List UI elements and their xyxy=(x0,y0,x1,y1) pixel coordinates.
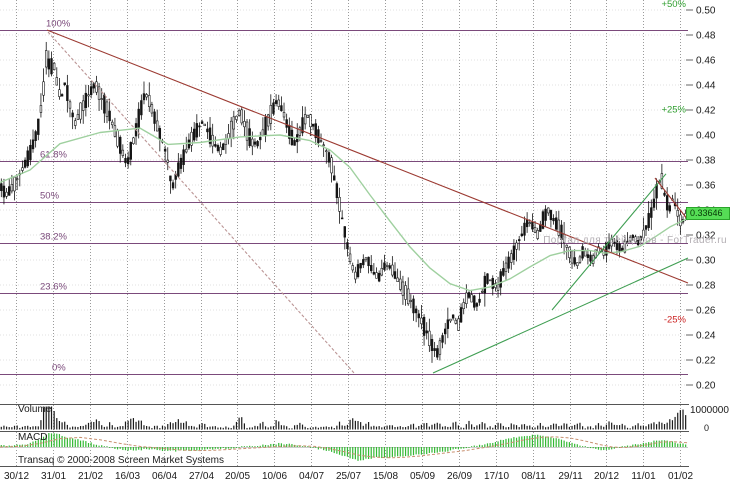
percent-label: +50% xyxy=(661,0,686,10)
fib-level-label: 61.8% xyxy=(40,150,67,161)
fib-level-label: 23.6% xyxy=(40,282,67,293)
trendlines xyxy=(46,29,689,375)
volume-axis-max: 1000000 xyxy=(690,405,729,416)
price-tick-label: 0.26 xyxy=(696,306,716,317)
secondary-downtrend xyxy=(47,31,356,375)
date-tick-label: 10/06 xyxy=(262,471,287,482)
date-tick-label: 06/04 xyxy=(152,471,177,482)
date-tick-label: 01/02 xyxy=(668,471,693,482)
fib-level-label: 38.2% xyxy=(40,232,67,243)
panel-separators xyxy=(0,404,689,467)
date-tick-label: 25/07 xyxy=(336,471,361,482)
price-axis: 0.500.480.460.440.420.400.380.360.340.32… xyxy=(686,6,716,392)
copyright-text: Transaq © 2000-2008 Screen Market System… xyxy=(18,455,224,466)
price-tick-label: 0.48 xyxy=(696,31,716,42)
fib-level-label: 0% xyxy=(52,363,66,374)
date-tick-label: 16/03 xyxy=(115,471,140,482)
date-tick-label: 29/11 xyxy=(558,471,583,482)
date-tick-label: 27/04 xyxy=(189,471,214,482)
volume-bars xyxy=(0,406,687,430)
price-tick-label: 0.50 xyxy=(696,6,716,17)
volume-axis-min: 0 xyxy=(704,423,709,433)
macd-histogram xyxy=(0,433,688,461)
price-tick-label: 0.22 xyxy=(696,356,716,367)
fib-level-label: 50% xyxy=(40,191,60,202)
date-tick-label: 08/11 xyxy=(521,471,546,482)
date-axis-labels: 30/12 31/01 21/02 16/03 06/04 27/04 20/05 10/06… xyxy=(4,471,693,482)
date-tick-label: 04/07 xyxy=(299,471,324,482)
moving-average-line xyxy=(0,127,689,292)
date-tick-label: 31/01 xyxy=(41,471,66,482)
percent-scale-labels: +50% +25% -25% xyxy=(661,0,686,326)
price-tick-label: 0.30 xyxy=(696,256,716,267)
price-gridlines xyxy=(0,9,688,386)
date-tick-label: 20/12 xyxy=(594,471,619,482)
price-tick-label: 0.42 xyxy=(696,106,716,117)
price-tick-label: 0.32 xyxy=(696,231,716,242)
last-price-tag: 0.33646 xyxy=(686,207,730,220)
price-tick-label: 0.46 xyxy=(696,56,716,67)
date-tick-label: 05/09 xyxy=(410,471,435,482)
uptrend-support xyxy=(432,257,689,374)
fib-level-label: 100% xyxy=(46,19,71,30)
percent-label: -25% xyxy=(664,315,687,326)
price-tick-label: 0.20 xyxy=(696,381,716,392)
fibonacci-lines xyxy=(0,30,688,375)
date-tick-label: 30/12 xyxy=(4,471,29,482)
date-tick-label: 17/10 xyxy=(484,471,509,482)
price-tick-label: 0.24 xyxy=(696,331,716,342)
watermark-text: Портал для трейдеров - ForTrader.ru xyxy=(543,235,727,246)
volume-panel-label: Volume xyxy=(18,404,52,415)
price-tick-label: 0.28 xyxy=(696,281,716,292)
date-tick-label: 15/08 xyxy=(373,471,398,482)
fibonacci-labels: 100% 61.8% 50% 38.2% 23.6% 0% xyxy=(40,19,71,374)
date-gridlines xyxy=(16,0,681,466)
macd-panel-label: MACD xyxy=(18,432,48,443)
date-tick-label: 21/02 xyxy=(78,471,103,482)
price-tick-label: 0.38 xyxy=(696,156,716,167)
primary-downtrend xyxy=(46,29,689,284)
price-tick-label: 0.44 xyxy=(696,81,716,92)
macd-signal-line xyxy=(0,436,689,459)
uptrend-steep xyxy=(551,173,667,311)
recent-peak-downtrend xyxy=(654,177,689,221)
date-tick-label: 11/01 xyxy=(631,471,656,482)
price-tick-label: 0.40 xyxy=(696,131,716,142)
price-tick-label: 0.36 xyxy=(696,181,716,192)
volume-axis-labels: 1000000 0 xyxy=(690,405,729,433)
percent-label: +25% xyxy=(661,104,686,115)
date-tick-label: 26/09 xyxy=(447,471,472,482)
date-tick-label: 20/05 xyxy=(225,471,250,482)
